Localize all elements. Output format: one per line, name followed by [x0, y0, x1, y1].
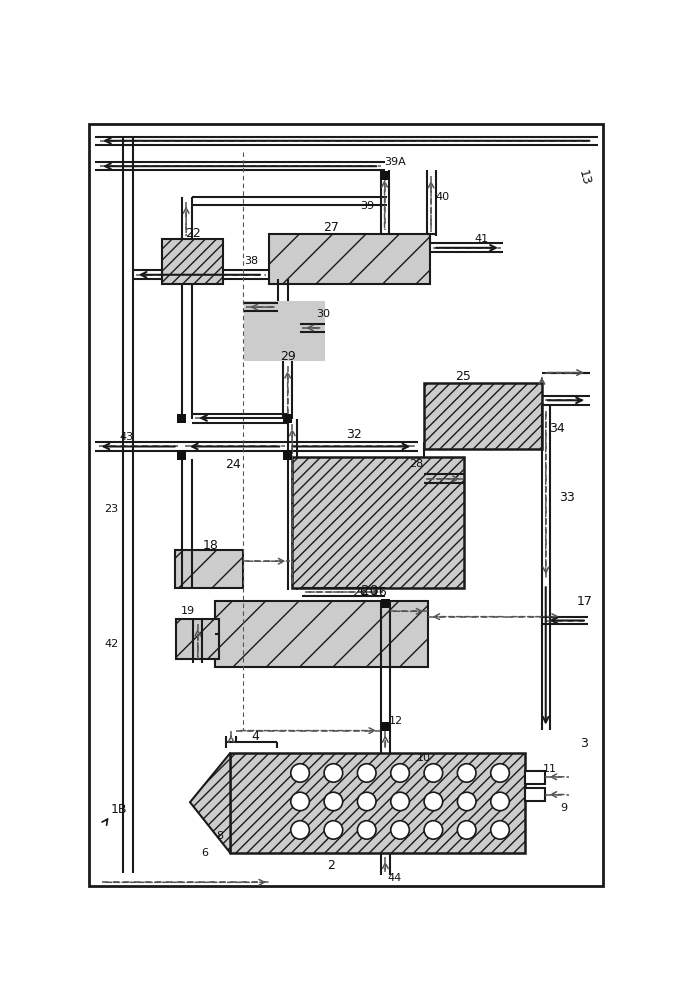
Bar — [424, 383, 542, 449]
Text: 19: 19 — [181, 606, 195, 616]
Text: 43: 43 — [119, 432, 133, 442]
Circle shape — [458, 764, 476, 782]
Bar — [380, 171, 390, 180]
Circle shape — [291, 792, 309, 811]
Text: 16: 16 — [371, 586, 387, 599]
Circle shape — [324, 764, 343, 782]
Bar — [269, 234, 431, 284]
Bar — [525, 771, 545, 784]
Circle shape — [424, 792, 443, 811]
Text: 10: 10 — [417, 753, 431, 763]
Bar — [292, 457, 464, 588]
Bar — [175, 550, 243, 588]
Bar — [283, 414, 292, 423]
Text: 11: 11 — [543, 764, 556, 774]
Circle shape — [391, 764, 410, 782]
Text: 3: 3 — [581, 737, 588, 750]
Text: 38: 38 — [244, 256, 259, 266]
Text: 20: 20 — [361, 584, 378, 598]
Text: 41: 41 — [475, 234, 489, 244]
Text: 2: 2 — [327, 859, 335, 872]
Bar — [176, 619, 219, 659]
Circle shape — [357, 792, 376, 811]
Circle shape — [357, 764, 376, 782]
Circle shape — [357, 821, 376, 839]
Bar — [177, 450, 186, 460]
Text: 17: 17 — [577, 595, 592, 608]
Circle shape — [324, 821, 343, 839]
Circle shape — [424, 821, 443, 839]
Bar — [230, 753, 525, 853]
Circle shape — [291, 764, 309, 782]
Text: 27: 27 — [323, 221, 339, 234]
Text: 40: 40 — [435, 192, 450, 202]
Bar — [162, 239, 223, 284]
Text: 18: 18 — [202, 539, 218, 552]
Text: 39A: 39A — [384, 157, 406, 167]
Circle shape — [424, 764, 443, 782]
Circle shape — [491, 792, 509, 811]
Text: 6: 6 — [201, 848, 209, 858]
Text: 8: 8 — [217, 831, 224, 841]
Circle shape — [291, 821, 309, 839]
Text: 23: 23 — [104, 504, 118, 514]
Bar — [215, 601, 428, 667]
Circle shape — [324, 792, 343, 811]
Text: 9: 9 — [560, 803, 567, 813]
Text: 28: 28 — [409, 459, 423, 469]
Circle shape — [458, 821, 476, 839]
Bar — [380, 722, 390, 731]
Bar — [380, 599, 390, 608]
Text: 12: 12 — [389, 716, 403, 726]
Bar — [244, 301, 325, 361]
Circle shape — [491, 821, 509, 839]
Text: 22: 22 — [185, 227, 201, 240]
Text: 24: 24 — [225, 458, 241, 471]
Text: 39: 39 — [360, 201, 374, 211]
Polygon shape — [190, 753, 230, 853]
Circle shape — [391, 792, 410, 811]
Text: 26: 26 — [352, 586, 368, 599]
Text: 44: 44 — [387, 873, 401, 883]
Text: 33: 33 — [559, 491, 575, 504]
Text: 34: 34 — [550, 422, 565, 434]
Text: 1B: 1B — [110, 803, 127, 816]
Text: 4: 4 — [251, 730, 259, 742]
Text: 32: 32 — [346, 428, 362, 441]
Text: 13: 13 — [576, 168, 593, 187]
Text: 25: 25 — [455, 370, 471, 383]
Circle shape — [458, 792, 476, 811]
Text: 29: 29 — [280, 350, 296, 363]
Text: 42: 42 — [105, 639, 119, 649]
Bar — [525, 788, 545, 801]
Text: 30: 30 — [316, 309, 330, 319]
Circle shape — [491, 764, 509, 782]
Bar — [177, 414, 186, 423]
Circle shape — [391, 821, 410, 839]
Bar — [283, 450, 292, 460]
